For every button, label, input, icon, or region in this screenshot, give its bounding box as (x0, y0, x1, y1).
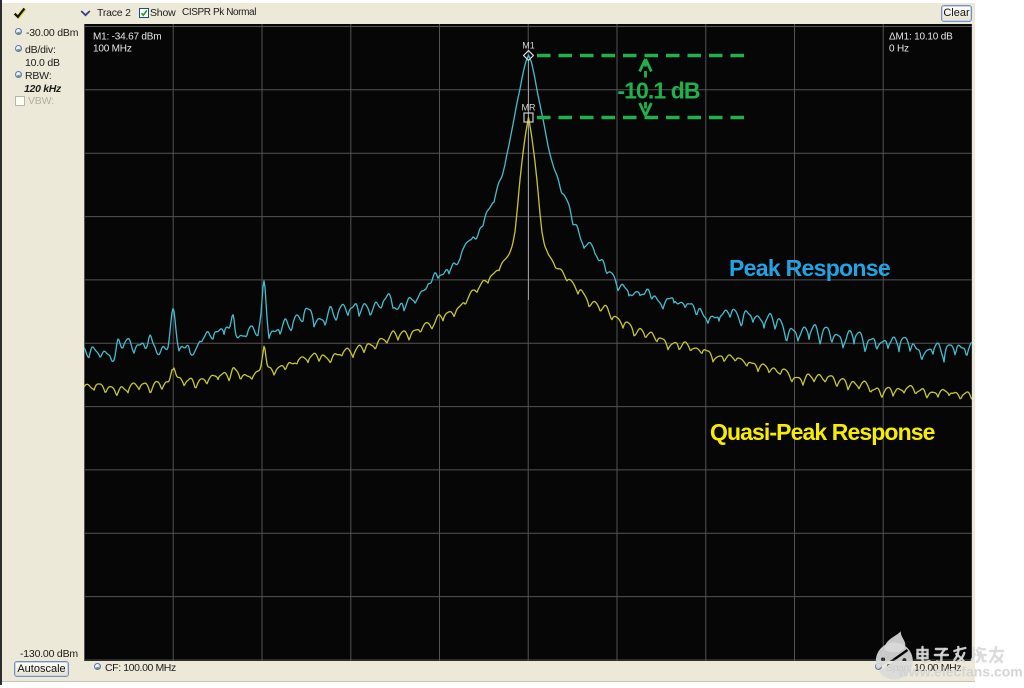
svg-text:-10.1 dB: -10.1 dB (617, 78, 700, 104)
svg-text:Quasi-Peak Response: Quasi-Peak Response (710, 419, 935, 445)
svg-text:www.elecfans.com: www.elecfans.com (897, 664, 1023, 680)
svg-text:100 MHz: 100 MHz (93, 44, 132, 55)
svg-text:Peak Response: Peak Response (729, 255, 890, 281)
svg-text:0 Hz: 0 Hz (889, 44, 909, 55)
svg-text:M1: M1 (522, 41, 535, 51)
svg-text:MR: MR (522, 103, 536, 113)
svg-text:M1: -34.67 dBm: M1: -34.67 dBm (93, 32, 161, 43)
svg-text:ΔM1: 10.10 dB: ΔM1: 10.10 dB (889, 32, 953, 43)
